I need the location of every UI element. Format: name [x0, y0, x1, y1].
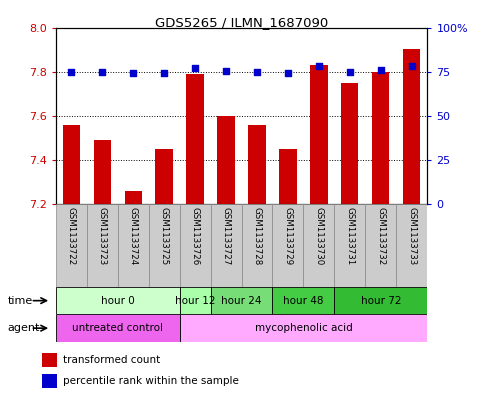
Text: GSM1133722: GSM1133722	[67, 207, 75, 265]
Point	[346, 68, 354, 75]
Text: GSM1133732: GSM1133732	[376, 207, 385, 265]
Bar	[62, 125, 80, 204]
Text: transformed count: transformed count	[63, 355, 160, 365]
Point	[160, 70, 168, 77]
Bar	[42, 353, 57, 367]
Text: hour 72: hour 72	[361, 296, 401, 306]
Bar	[242, 204, 272, 287]
Bar	[211, 204, 242, 287]
Bar	[56, 287, 180, 314]
Bar	[186, 74, 203, 204]
Bar	[180, 287, 211, 314]
Point	[129, 70, 137, 77]
Text: agent: agent	[7, 323, 40, 333]
Bar	[156, 149, 172, 204]
Text: hour 24: hour 24	[221, 296, 262, 306]
Bar	[117, 204, 149, 287]
Point	[191, 65, 199, 72]
Text: hour 48: hour 48	[283, 296, 324, 306]
Text: mycophenolic acid: mycophenolic acid	[255, 323, 353, 333]
Point	[377, 67, 385, 73]
Bar	[303, 204, 334, 287]
Text: GSM1133730: GSM1133730	[314, 207, 324, 265]
Text: time: time	[7, 296, 32, 306]
Text: untreated control: untreated control	[72, 323, 163, 333]
Bar	[248, 125, 266, 204]
Bar	[86, 204, 117, 287]
Bar	[397, 204, 427, 287]
Bar	[272, 287, 334, 314]
Bar	[42, 374, 57, 388]
Point	[222, 68, 230, 74]
Text: GSM1133729: GSM1133729	[284, 207, 293, 265]
Bar	[56, 314, 180, 342]
Point	[67, 68, 75, 75]
Bar	[211, 287, 272, 314]
Bar	[217, 116, 235, 204]
Text: GSM1133724: GSM1133724	[128, 207, 138, 265]
Bar	[403, 48, 421, 204]
Bar	[56, 204, 86, 287]
Bar	[366, 204, 397, 287]
Bar	[94, 140, 111, 204]
Bar	[334, 204, 366, 287]
Bar	[180, 314, 427, 342]
Bar	[341, 83, 358, 204]
Text: GSM1133723: GSM1133723	[98, 207, 107, 265]
Bar	[125, 191, 142, 204]
Text: GSM1133726: GSM1133726	[190, 207, 199, 265]
Bar	[149, 204, 180, 287]
Bar	[272, 204, 303, 287]
Bar	[311, 65, 327, 204]
Text: GSM1133727: GSM1133727	[222, 207, 230, 265]
Bar	[372, 72, 389, 204]
Text: GSM1133733: GSM1133733	[408, 207, 416, 265]
Point	[284, 70, 292, 77]
Bar	[334, 287, 427, 314]
Bar	[180, 204, 211, 287]
Point	[253, 68, 261, 75]
Text: GSM1133731: GSM1133731	[345, 207, 355, 265]
Bar	[280, 149, 297, 204]
Text: GSM1133728: GSM1133728	[253, 207, 261, 265]
Point	[408, 63, 416, 70]
Point	[98, 68, 106, 75]
Text: GDS5265 / ILMN_1687090: GDS5265 / ILMN_1687090	[155, 16, 328, 29]
Text: hour 0: hour 0	[100, 296, 134, 306]
Text: GSM1133725: GSM1133725	[159, 207, 169, 265]
Point	[315, 63, 323, 70]
Text: hour 12: hour 12	[175, 296, 215, 306]
Text: percentile rank within the sample: percentile rank within the sample	[63, 376, 239, 386]
